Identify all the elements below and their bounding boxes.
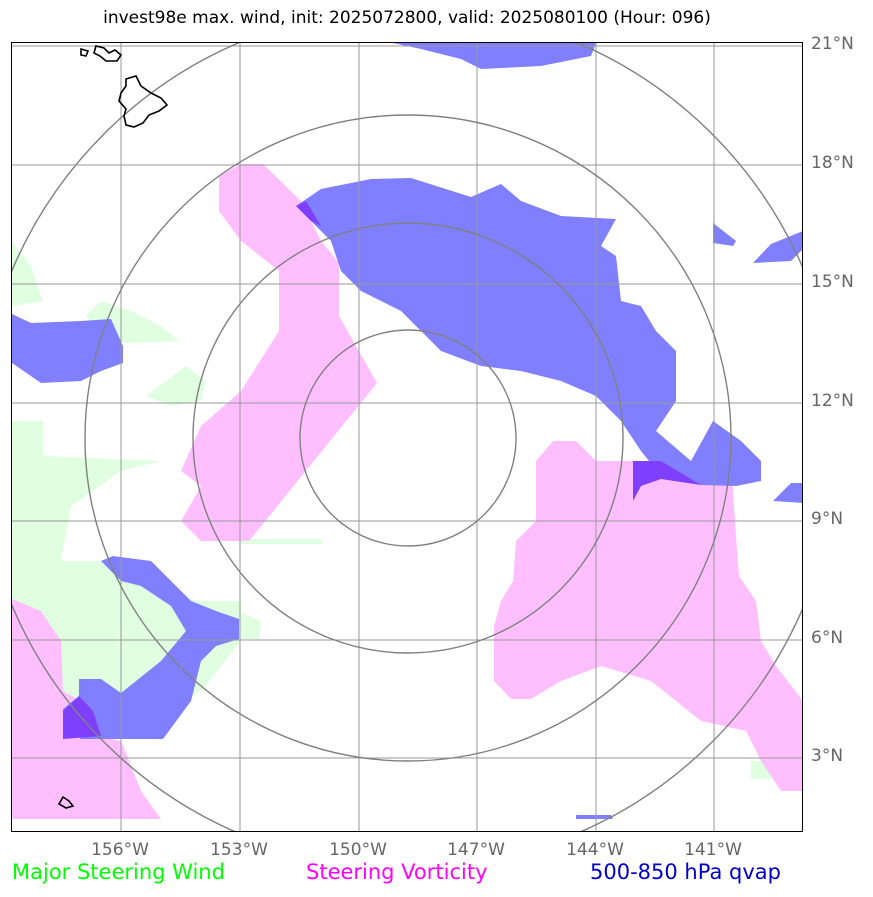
qvap-region-northeast-2 <box>753 231 802 263</box>
lon-label-156w: 156°W <box>91 840 149 860</box>
vorticity-band-central <box>181 164 377 541</box>
lat-label-9n: 9°N <box>811 509 844 529</box>
qvap-region-north <box>393 43 596 69</box>
lat-label-18n: 18°N <box>811 153 854 173</box>
island-kahoolawe <box>80 47 90 57</box>
island-maui <box>93 45 123 62</box>
lat-label-3n: 3°N <box>811 746 844 766</box>
lon-label-147w: 147°W <box>447 840 505 860</box>
qvap-region-west <box>12 314 123 383</box>
island-hawaii <box>118 75 169 128</box>
overlap-northwest <box>296 201 321 226</box>
lat-label-21n: 21°N <box>811 34 854 54</box>
legend-steering-vorticity: Steering Vorticity <box>306 860 488 884</box>
qvap-region-northeast-1 <box>713 223 736 246</box>
wind-region-west <box>12 241 43 306</box>
lat-label-15n: 15°N <box>811 272 854 292</box>
overlap-east <box>633 461 701 501</box>
steering-vorticity-layer <box>12 164 802 819</box>
map-panel[interactable] <box>11 42 803 832</box>
wind-region-small-1 <box>239 539 321 544</box>
lat-label-12n: 12°N <box>811 391 854 411</box>
qvap-region-south <box>576 815 613 819</box>
coastlines <box>57 45 169 809</box>
range-ring-2 <box>192 222 624 654</box>
qvap-region-east <box>773 483 802 503</box>
vorticity-region-southwest <box>12 599 161 819</box>
range-ring-3 <box>84 114 732 762</box>
island-south <box>57 795 75 809</box>
legend-qvap: 500-850 hPa qvap <box>590 860 781 884</box>
range-rings <box>12 43 802 831</box>
lon-label-141w: 141°W <box>684 840 742 860</box>
lon-label-153w: 153°W <box>210 840 268 860</box>
wind-region-small-2 <box>239 611 261 639</box>
qvap-region-central <box>296 178 761 486</box>
range-ring-1 <box>299 329 517 547</box>
vorticity-region-east <box>494 441 802 791</box>
lon-label-144w: 144°W <box>566 840 624 860</box>
lat-label-6n: 6°N <box>811 628 844 648</box>
legend-steering-wind: Major Steering Wind <box>12 860 225 884</box>
map-canvas <box>12 43 802 831</box>
map-title: invest98e max. wind, init: 2025072800, v… <box>103 8 711 28</box>
lon-label-150w: 150°W <box>329 840 387 860</box>
wind-region-center <box>146 366 206 406</box>
qvap-region-southwest <box>63 556 239 739</box>
